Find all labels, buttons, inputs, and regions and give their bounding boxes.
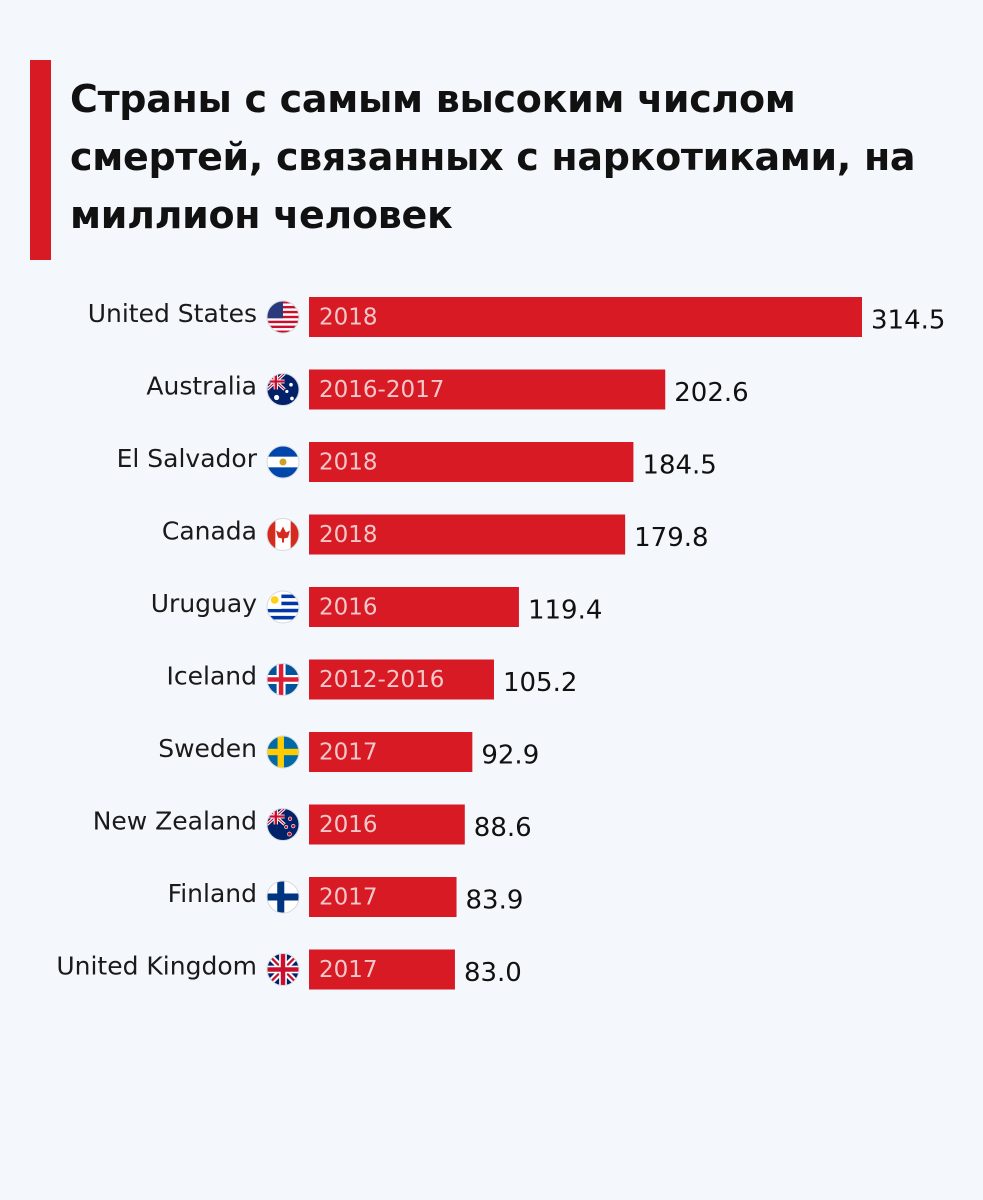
bar-period-label: 2016 — [319, 812, 378, 838]
bar-row-iceland: Iceland 2012-2016 105.2 — [167, 659, 577, 700]
data-label: 88.6 — [474, 813, 532, 843]
bar — [309, 442, 634, 482]
bar-period-label: 2018 — [319, 522, 378, 548]
bar-row-finland: Finland 2017 83.9 — [168, 877, 524, 917]
bar-period-label: 2017 — [319, 885, 378, 911]
category-label: United Kingdom — [56, 952, 257, 981]
bar-period-label: 2016 — [319, 595, 378, 621]
new-zealand-flag-icon — [267, 808, 299, 841]
flag-outline — [266, 445, 300, 479]
category-label: Canada — [162, 517, 257, 546]
category-label: Uruguay — [151, 589, 257, 618]
bar — [309, 297, 862, 337]
data-label: 202.6 — [674, 378, 748, 408]
canada-flag-icon — [267, 518, 299, 551]
category-label: Iceland — [167, 662, 257, 691]
data-label: 179.8 — [634, 523, 708, 553]
bar-period-label: 2017 — [319, 957, 378, 983]
category-label: United States — [88, 299, 257, 328]
us-flag-icon — [267, 301, 299, 333]
data-label: 83.9 — [466, 886, 524, 916]
data-label: 314.5 — [871, 306, 945, 336]
flag-outline — [266, 590, 300, 624]
category-label: El Salvador — [117, 444, 258, 473]
flag-outline — [266, 880, 300, 914]
flag-outline — [266, 663, 300, 696]
bar — [309, 804, 465, 845]
bar — [309, 877, 457, 917]
bar — [309, 659, 494, 700]
bar — [309, 369, 666, 410]
bar-row-uruguay: Uruguay 2016 119.4 — [151, 587, 602, 627]
iceland-flag-icon — [267, 663, 299, 696]
bar-period-label: 2012-2016 — [319, 667, 444, 693]
bar-row-canada: Canada 2018 179.8 — [162, 514, 709, 555]
bar-row-australia: Australia 2016-2017 202.6 — [146, 369, 749, 410]
bar — [309, 514, 626, 555]
title-accent-bar — [30, 60, 51, 260]
bar-row-sweden: Sweden 2017 92.9 — [158, 732, 539, 772]
flag-outline — [266, 808, 300, 841]
bar — [309, 732, 473, 772]
category-label: Finland — [168, 879, 257, 908]
bar-row-new-zealand: New Zealand 2016 88.6 — [93, 804, 532, 845]
bar — [309, 587, 519, 627]
bar-period-label: 2016-2017 — [319, 377, 444, 403]
data-label: 92.9 — [481, 741, 539, 771]
bar-row-el-salvador: El Salvador 2018 184.5 — [117, 442, 717, 482]
data-label: 119.4 — [528, 596, 602, 626]
category-label: New Zealand — [93, 807, 257, 836]
flag-outline — [266, 300, 300, 334]
bar-period-label: 2018 — [319, 450, 378, 476]
data-label: 83.0 — [464, 958, 522, 988]
bar-period-label: 2017 — [319, 740, 378, 766]
category-label: Australia — [146, 372, 257, 401]
flag-outline — [266, 373, 300, 406]
australia-flag-icon — [267, 373, 299, 406]
chart-header: Страны с самым высоким числом смертей, с… — [30, 60, 970, 260]
category-label: Sweden — [158, 734, 257, 763]
bar — [309, 949, 455, 990]
sweden-flag-icon — [267, 736, 299, 768]
flag-outline — [266, 518, 300, 551]
data-label: 184.5 — [642, 451, 716, 481]
chart-title: Страны с самым высоким числом смертей, с… — [70, 77, 916, 237]
flag-outline — [266, 953, 300, 986]
flag-outline — [266, 735, 300, 769]
bar-row-united-states: United States 2018 314.5 — [88, 297, 945, 337]
finland-flag-icon — [267, 881, 299, 913]
uk-flag-icon — [267, 953, 299, 986]
bar-row-united-kingdom: United Kingdom 2017 83.0 — [56, 949, 522, 990]
data-label: 105.2 — [503, 668, 577, 698]
el-salvador-flag-icon — [267, 446, 299, 478]
bar-period-label: 2018 — [319, 305, 378, 331]
